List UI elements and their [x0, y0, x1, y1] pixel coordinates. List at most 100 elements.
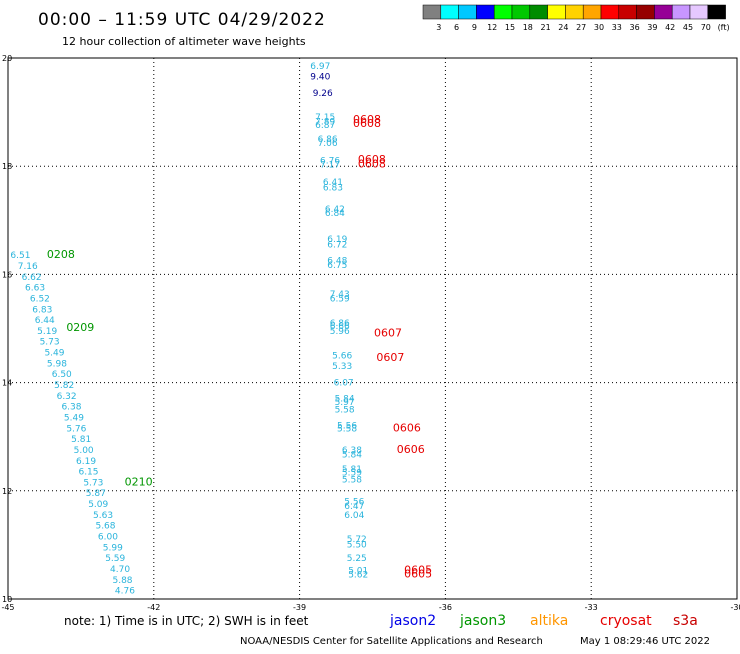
grid-lines: [8, 58, 737, 599]
wave-height-label: 5.49: [44, 349, 64, 359]
wave-height-label: 5.87: [86, 489, 106, 499]
footer-timestamp: May 1 08:29:46 UTC 2022: [580, 636, 710, 647]
scale-swatch: [671, 4, 691, 20]
wave-height-label: 5.62: [348, 570, 368, 580]
scale-label: (ft): [718, 23, 730, 32]
plot-area: -45 -42 -39 -36 -33 -30 10 12 14 16 18 20 6.979.40 9…: [1, 54, 740, 612]
time-label: 0210: [125, 475, 153, 488]
wave-height-label: 6.47: [344, 502, 364, 512]
time-label: 0607: [374, 327, 402, 340]
wave-height-label: 5.63: [93, 511, 113, 521]
wave-height-label: 6.59: [330, 294, 350, 304]
wave-height-label: 4.70: [110, 565, 130, 575]
time-label: 0608: [353, 117, 381, 130]
wave-height-label: 6.86: [318, 135, 338, 145]
scale-swatch: [689, 4, 709, 20]
scale-label: 30: [594, 23, 604, 32]
time-label: 0208: [47, 248, 75, 261]
wave-height-label: 7.15: [315, 113, 335, 123]
time-label: 0605: [404, 567, 432, 580]
scale-label: 12: [487, 23, 497, 32]
footer-note: note: 1) Time is in UTC; 2) SWH is in fe…: [64, 614, 309, 628]
chart-title: 00:00 – 11:59 UTC 04/29/2022: [38, 10, 326, 30]
wave-height-label: 5.00: [74, 446, 94, 456]
wave-height-label: 5.76: [66, 424, 86, 434]
legend-entry: jason3: [459, 613, 506, 629]
scale-label: 6: [454, 23, 459, 32]
wave-height-label: 6.19: [76, 457, 96, 467]
wave-height-label: 6.75: [327, 261, 347, 271]
x-tick-label: -39: [293, 603, 306, 612]
scale-swatch: [654, 4, 673, 20]
scale-label: 21: [541, 23, 551, 32]
scale-label: 42: [665, 23, 675, 32]
wave-height-label: 5.59: [342, 469, 362, 479]
wave-height-label: 6.83: [323, 184, 343, 194]
wave-height-label: 5.25: [347, 554, 367, 564]
scale-swatch: [618, 4, 637, 20]
scale-label: 18: [523, 23, 533, 32]
y-tick-label: 18: [2, 162, 12, 171]
y-tick-label: 20: [2, 54, 12, 63]
wave-height-label: 5.73: [83, 478, 103, 488]
scale-swatch: [493, 4, 513, 20]
wave-height-label: 5.72: [347, 535, 367, 545]
wave-height-label: 7.43: [330, 290, 350, 300]
y-tick-label: 10: [2, 595, 12, 604]
scale-label: 33: [612, 23, 622, 32]
scale-label: 39: [647, 23, 657, 32]
time-label: 0606: [397, 443, 425, 456]
wave-height-label: 6.76: [320, 156, 340, 166]
wave-height-label: 6.19: [327, 235, 347, 245]
legend-entry: altika: [530, 613, 568, 629]
time-label: 0607: [376, 351, 404, 364]
footer-credit: NOAA/NESDIS Center for Satellite Applica…: [240, 636, 543, 647]
wave-height-label: 6.32: [57, 392, 77, 402]
wave-height-label: 6.44: [35, 316, 55, 326]
wave-height-label: 6.00: [98, 532, 118, 542]
wave-height-label: 5.58: [337, 424, 357, 434]
wave-height-label: 5.56: [344, 497, 364, 507]
wave-height-label: 6.83: [32, 305, 52, 315]
x-tick-label: -33: [585, 603, 598, 612]
wave-height-label: 5.99: [103, 543, 123, 553]
wave-height-label: 5.59: [105, 554, 125, 564]
wave-height-label: 5.56: [337, 422, 357, 432]
wave-height-label: 6.42: [325, 205, 345, 215]
wave-height-label: 5.82: [54, 381, 74, 391]
scale-label: 70: [701, 23, 711, 32]
wave-height-label: 5.33: [332, 362, 352, 372]
scale-label: 24: [558, 23, 568, 32]
scale-swatch: [476, 4, 495, 20]
axis-ticks: -45 -42 -39 -36 -33 -30 10 12 14 16 18 20: [1, 54, 740, 612]
wave-height-label: 5.88: [112, 576, 132, 586]
wave-height-label: 6.87: [315, 121, 335, 131]
x-tick-label: -42: [147, 603, 160, 612]
wave-height-label: 6.48: [327, 257, 347, 267]
wave-height-label: 6.38: [342, 446, 362, 456]
chart-subtitle: 12 hour collection of altimeter wave hei…: [62, 35, 306, 48]
wave-height-label: 6.38: [61, 403, 81, 413]
legend-entry: s3a: [673, 613, 698, 629]
wave-height-label: 7.89: [315, 118, 335, 128]
wave-height-label: 7.06: [318, 139, 338, 149]
color-scale: 3 6 9 12 15 18 21 24 27 30 33 36 39 42 45 70 (ft): [422, 4, 730, 32]
wave-height-label: 9.40: [310, 73, 330, 83]
y-tick-label: 12: [2, 487, 12, 496]
wave-height-labels: 6.979.409.267.157.896.876.867.066.767.17…: [10, 62, 368, 597]
scale-swatch: [582, 4, 602, 20]
time-label: 0209: [66, 321, 94, 334]
wave-height-label: 6.72: [327, 240, 347, 250]
scale-swatch: [458, 4, 477, 20]
wave-height-label: 6.63: [25, 284, 45, 294]
scale-swatch: [636, 4, 655, 20]
legend-entry: cryosat: [600, 613, 652, 629]
scale-label: 27: [576, 23, 586, 32]
time-labels: 0208020902100608060806080608060706070606…: [47, 113, 432, 580]
legend-entry: jason2: [389, 613, 436, 629]
y-tick-label: 16: [2, 270, 12, 279]
wave-height-label: 9.26: [313, 89, 333, 99]
wave-height-label: 6.04: [344, 511, 364, 521]
